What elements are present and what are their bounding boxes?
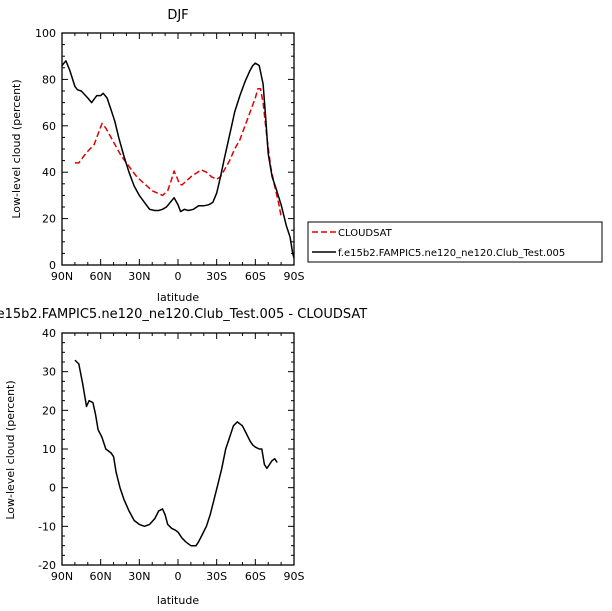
- y-tick-label: 30: [42, 366, 56, 379]
- y-axis-label: Low-level cloud (percent): [10, 79, 23, 218]
- y-tick-label: -10: [38, 520, 56, 533]
- x-tick-label: 0: [175, 570, 182, 583]
- panel-bottom: f.e15b2.FAMPIC5.ne120_ne120.Club_Test.00…: [0, 307, 367, 607]
- x-axis-label: latitude: [157, 291, 199, 304]
- panel-top: DJF 90N 60N 30N 0 30S 60S 90S 0 20 40 60 80 100 lati…: [10, 8, 305, 304]
- y-tick-label: 40: [42, 166, 56, 179]
- series-line-1: [74, 87, 282, 217]
- x-tick-label: 90S: [284, 570, 305, 583]
- y-tick-label: 20: [42, 213, 56, 226]
- y-tick-label: -20: [38, 559, 56, 572]
- chart-title: f.e15b2.FAMPIC5.ne120_ne120.Club_Test.00…: [0, 307, 367, 322]
- x-tick-label: 30N: [128, 270, 150, 283]
- y-tick-label: 60: [42, 120, 56, 133]
- legend-box: [307, 221, 603, 263]
- y-axis-label: Low-level cloud (percent): [4, 380, 17, 519]
- legend: CLOUDSAT f.e15b2.FAMPIC5.ne120_ne120.Club…: [307, 221, 603, 263]
- y-tick-label: 10: [42, 443, 56, 456]
- legend-label: CLOUDSAT: [338, 228, 393, 239]
- x-tick-label: 90S: [284, 270, 305, 283]
- x-tick-label: 60S: [245, 570, 266, 583]
- y-tick-label: 80: [42, 73, 56, 86]
- x-tick-label: 60N: [90, 570, 112, 583]
- y-tick-label: 20: [42, 404, 56, 417]
- x-tick-label: 30N: [128, 570, 150, 583]
- y-tick-label: 0: [49, 482, 56, 495]
- y-tick-label: 40: [42, 327, 56, 340]
- x-tick-label: 30S: [206, 270, 227, 283]
- series-line-1: [74, 359, 278, 547]
- series-line-2: [61, 60, 295, 259]
- x-tick-label: 0: [175, 270, 182, 283]
- x-tick-label: 90N: [51, 570, 73, 583]
- x-tick-label: 60N: [90, 270, 112, 283]
- x-tick-label: 30S: [206, 570, 227, 583]
- y-tick-label: 0: [49, 259, 56, 272]
- x-tick-label: 60S: [245, 270, 266, 283]
- legend-label: f.e15b2.FAMPIC5.ne120_ne120.Club_Test.00…: [338, 248, 565, 259]
- x-tick-label: 90N: [51, 270, 73, 283]
- y-tick-label: 100: [35, 27, 56, 40]
- chart-title: DJF: [167, 8, 188, 23]
- x-axis-label: latitude: [157, 594, 199, 607]
